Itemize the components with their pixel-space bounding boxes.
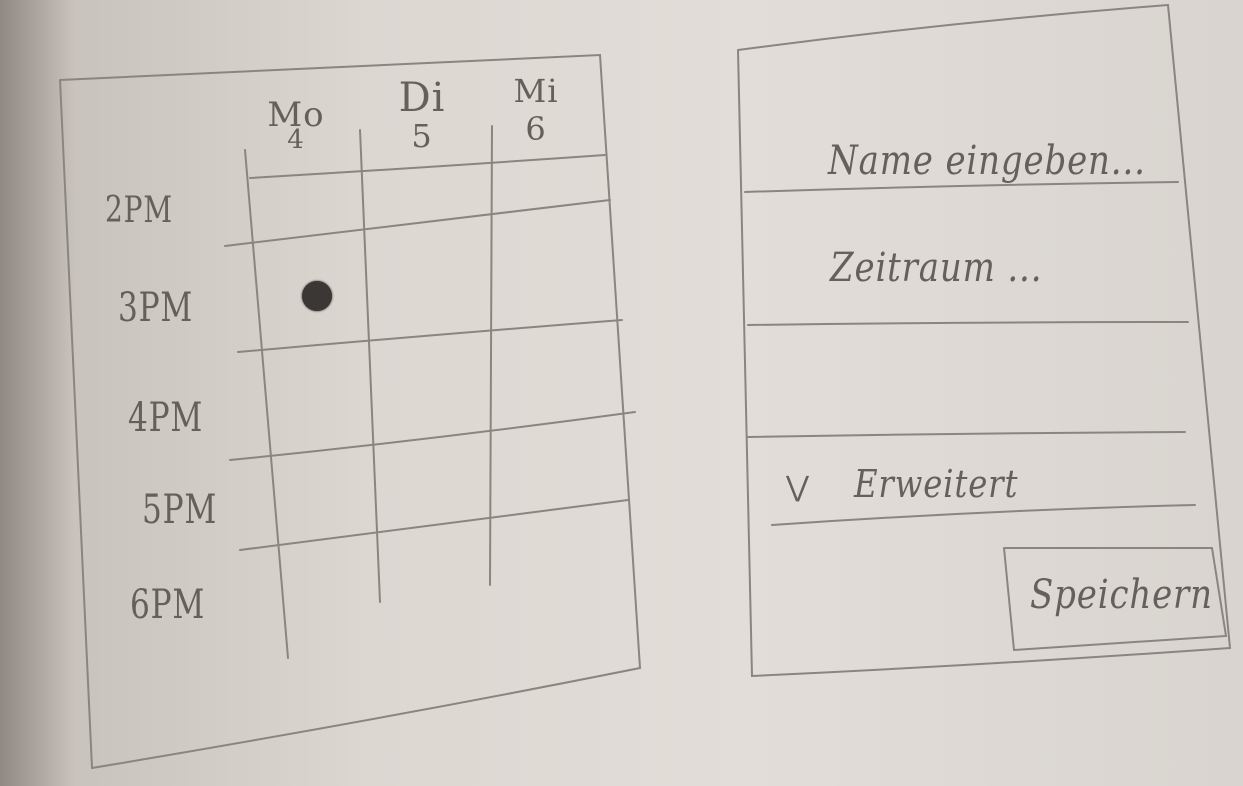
calendar-column-line: [359, 129, 381, 603]
section-divider: [747, 431, 1186, 438]
calendar-row-line: [229, 411, 636, 461]
calendar-sheet-outline: [59, 53, 642, 770]
day-date: 5: [411, 117, 433, 155]
calendar-day-header[interactable]: Di 5: [382, 75, 462, 155]
chevron-down-icon: ⋁: [786, 470, 809, 503]
calendar-row-line: [224, 199, 611, 247]
calendar-header-divider: [249, 154, 606, 179]
time-label: 2PM: [105, 190, 173, 231]
event-marker[interactable]: [302, 281, 332, 311]
name-input[interactable]: Name eingeben...: [828, 138, 1146, 184]
calendar-day-header[interactable]: Mi 6: [496, 72, 576, 148]
day-name: Di: [398, 75, 446, 121]
advanced-label: Erweitert: [854, 462, 1019, 506]
day-name: Mo: [267, 95, 325, 135]
calendar-row-line: [239, 499, 629, 551]
day-date: 6: [525, 110, 547, 148]
save-button[interactable]: Speichern: [1030, 572, 1213, 618]
timespan-field-underline: [747, 321, 1189, 326]
page-title: [0, 21, 1, 22]
calendar-column-line: [489, 125, 493, 586]
time-label: 5PM: [142, 487, 218, 533]
form-sheet-outline: [737, 3, 1232, 678]
calendar-column-line: [244, 149, 289, 659]
time-label: 4PM: [128, 395, 204, 441]
time-label: 6PM: [130, 582, 206, 628]
timespan-input[interactable]: Zeitraum ...: [830, 245, 1043, 291]
calendar-day-header[interactable]: Mo 4: [256, 95, 336, 155]
day-date: 4: [287, 125, 305, 155]
save-button-outline: [1003, 547, 1228, 652]
calendar-row-line: [237, 319, 623, 353]
name-field-underline: [744, 181, 1179, 193]
day-name: Mi: [513, 72, 559, 110]
advanced-underline: [771, 504, 1196, 526]
time-label: 3PM: [118, 285, 194, 331]
